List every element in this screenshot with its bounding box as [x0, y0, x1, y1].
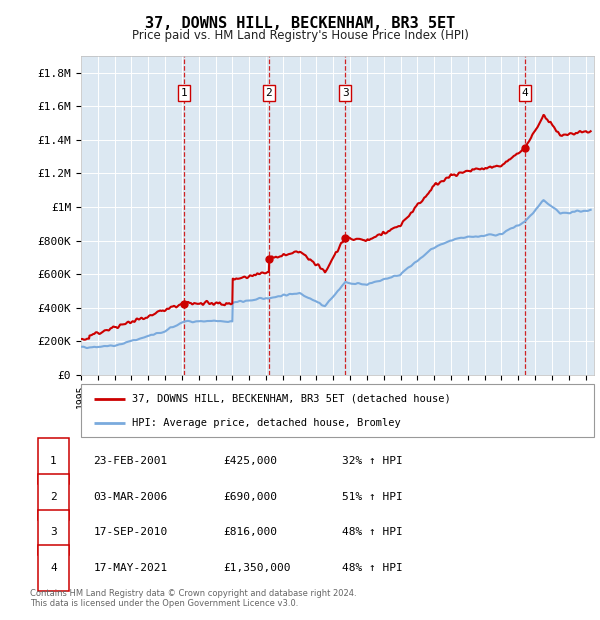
Text: 17-SEP-2010: 17-SEP-2010 — [94, 528, 168, 538]
Text: 4: 4 — [521, 88, 528, 98]
Text: 1: 1 — [181, 88, 187, 98]
Text: £1,350,000: £1,350,000 — [223, 563, 290, 573]
Text: £425,000: £425,000 — [223, 456, 277, 466]
Text: 48% ↑ HPI: 48% ↑ HPI — [342, 563, 403, 573]
Text: Contains HM Land Registry data © Crown copyright and database right 2024.
This d: Contains HM Land Registry data © Crown c… — [30, 589, 356, 608]
Text: 3: 3 — [342, 88, 349, 98]
Text: 2: 2 — [266, 88, 272, 98]
Text: 48% ↑ HPI: 48% ↑ HPI — [342, 528, 403, 538]
Text: £816,000: £816,000 — [223, 528, 277, 538]
Text: 2: 2 — [50, 492, 57, 502]
Text: 37, DOWNS HILL, BECKENHAM, BR3 5ET: 37, DOWNS HILL, BECKENHAM, BR3 5ET — [145, 16, 455, 30]
Text: HPI: Average price, detached house, Bromley: HPI: Average price, detached house, Brom… — [133, 418, 401, 428]
Bar — [38, 474, 68, 520]
Bar — [38, 510, 68, 556]
Bar — [38, 438, 68, 484]
Text: 17-MAY-2021: 17-MAY-2021 — [94, 563, 168, 573]
Text: £690,000: £690,000 — [223, 492, 277, 502]
Text: 51% ↑ HPI: 51% ↑ HPI — [342, 492, 403, 502]
Bar — [38, 545, 68, 591]
Text: 37, DOWNS HILL, BECKENHAM, BR3 5ET (detached house): 37, DOWNS HILL, BECKENHAM, BR3 5ET (deta… — [133, 394, 451, 404]
Text: 32% ↑ HPI: 32% ↑ HPI — [342, 456, 403, 466]
Text: 4: 4 — [50, 563, 57, 573]
Text: 03-MAR-2006: 03-MAR-2006 — [94, 492, 168, 502]
Text: 1: 1 — [50, 456, 57, 466]
Text: 3: 3 — [50, 528, 57, 538]
Text: 23-FEB-2001: 23-FEB-2001 — [94, 456, 168, 466]
Text: Price paid vs. HM Land Registry's House Price Index (HPI): Price paid vs. HM Land Registry's House … — [131, 29, 469, 42]
